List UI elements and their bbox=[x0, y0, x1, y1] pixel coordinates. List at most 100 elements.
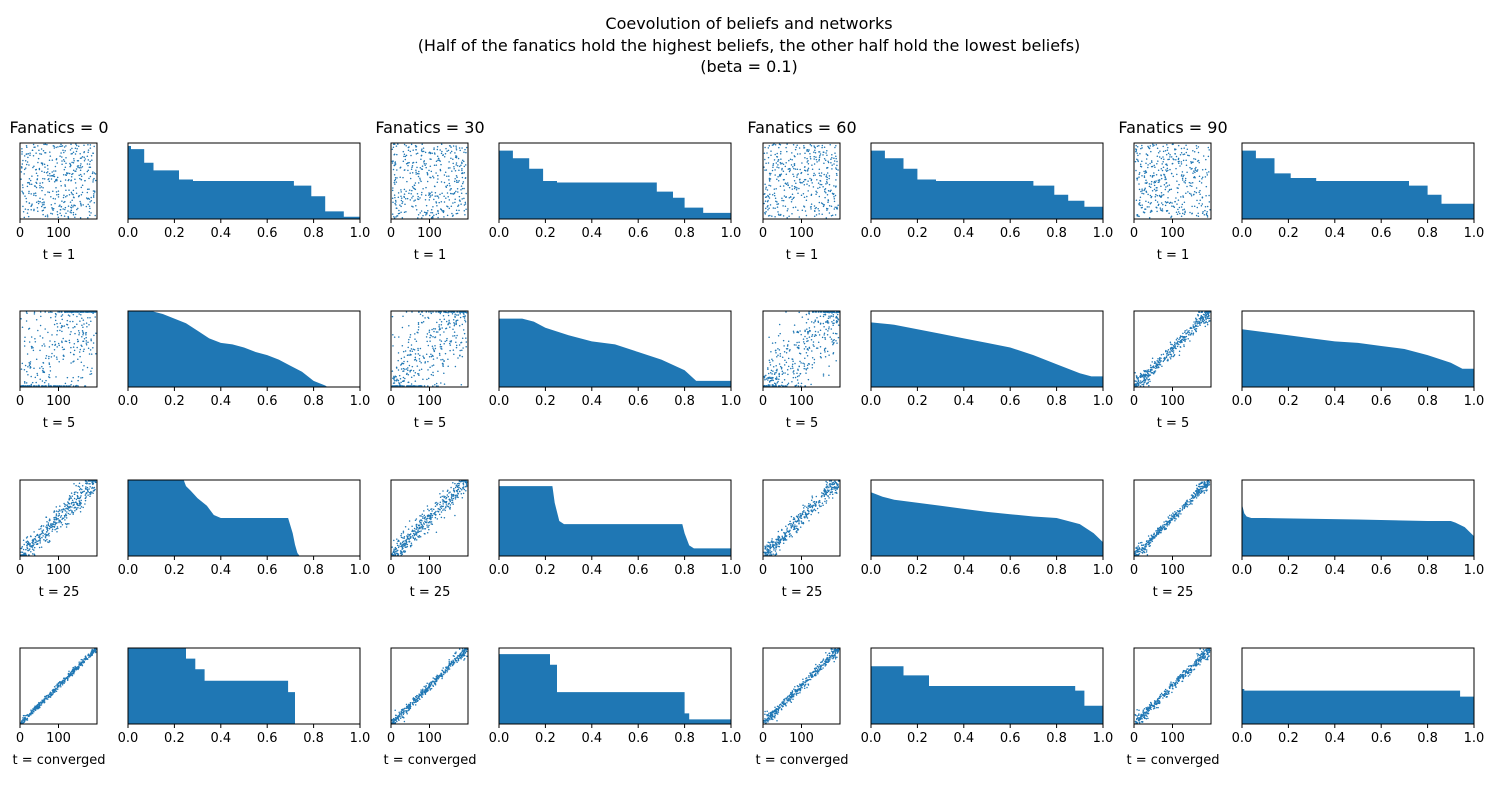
scatter-point bbox=[811, 510, 813, 512]
scatter-point bbox=[782, 185, 785, 187]
scatter-point bbox=[408, 192, 410, 194]
scatter-point bbox=[422, 526, 425, 528]
scatter-point bbox=[765, 188, 767, 190]
scatter-point bbox=[395, 216, 397, 218]
scatter-point bbox=[65, 311, 67, 313]
scatter-point bbox=[396, 153, 398, 156]
scatter-point bbox=[48, 519, 51, 522]
scatter-point bbox=[791, 158, 793, 161]
scatter-point bbox=[93, 489, 95, 492]
scatter-point bbox=[80, 204, 82, 207]
scatter-point bbox=[44, 540, 47, 542]
scatter-point bbox=[446, 184, 449, 187]
scatter-point bbox=[430, 515, 432, 517]
scatter-point bbox=[805, 214, 808, 217]
scatter-point bbox=[819, 315, 822, 318]
scatter-point bbox=[457, 191, 459, 193]
scatter-point bbox=[22, 714, 25, 717]
scatter-point bbox=[811, 357, 814, 359]
scatter-point bbox=[795, 186, 797, 188]
scatter-point bbox=[763, 375, 766, 378]
scatter-point bbox=[457, 314, 460, 316]
scatter-point bbox=[825, 192, 827, 194]
scatter-point bbox=[420, 158, 422, 161]
scatter-point bbox=[51, 213, 54, 215]
scatter-point bbox=[824, 159, 827, 161]
scatter-point bbox=[828, 365, 830, 367]
scatter-point bbox=[81, 311, 84, 313]
scatter-point bbox=[777, 164, 779, 166]
scatter-point bbox=[77, 311, 79, 313]
scatter-point bbox=[58, 685, 60, 688]
scatter-point bbox=[25, 320, 28, 322]
scatter-point bbox=[399, 717, 402, 719]
scatter-point bbox=[452, 328, 454, 330]
scatter-point bbox=[53, 689, 55, 691]
scatter-point bbox=[31, 381, 34, 384]
scatter-point bbox=[419, 212, 421, 214]
scatter-point bbox=[72, 313, 75, 316]
scatter-point bbox=[409, 350, 412, 352]
scatter-point bbox=[428, 194, 430, 196]
scatter-point bbox=[35, 182, 38, 184]
scatter-point bbox=[454, 658, 457, 661]
scatter-point bbox=[800, 171, 803, 174]
scatter-point bbox=[829, 316, 831, 319]
scatter-point bbox=[393, 179, 396, 182]
scatter-point bbox=[793, 527, 796, 530]
scatter-point bbox=[793, 163, 796, 165]
scatter-point bbox=[412, 149, 414, 151]
scatter-point bbox=[78, 489, 81, 491]
scatter-point bbox=[29, 183, 31, 185]
scatter-point bbox=[814, 330, 817, 333]
belief-axes-frame bbox=[127, 479, 361, 557]
scatter-point bbox=[71, 499, 74, 501]
belief-area bbox=[499, 318, 731, 387]
scatter-point bbox=[37, 540, 39, 543]
scatter-point bbox=[447, 167, 450, 169]
scatter-point bbox=[465, 337, 467, 339]
scatter-point bbox=[422, 378, 424, 381]
scatter-point bbox=[44, 193, 46, 196]
scatter-point bbox=[824, 351, 826, 353]
scatter-point bbox=[422, 314, 424, 317]
column-title-30: Fanatics = 30 bbox=[375, 118, 484, 137]
scatter-point bbox=[64, 200, 66, 203]
scatter-point bbox=[407, 533, 409, 536]
scatter-point bbox=[783, 378, 786, 381]
scatter-point bbox=[392, 551, 394, 554]
scatter-point bbox=[69, 496, 72, 498]
scatter-point bbox=[82, 660, 84, 663]
scatter-point bbox=[45, 379, 47, 382]
scatter-point bbox=[435, 311, 437, 313]
scatter-point bbox=[808, 336, 811, 338]
scatter-point bbox=[46, 521, 48, 523]
scatter-point bbox=[65, 174, 68, 176]
scatter-point bbox=[433, 164, 436, 166]
scatter-point bbox=[458, 209, 460, 212]
scatter-point bbox=[440, 201, 443, 203]
scatter-point bbox=[62, 385, 65, 387]
scatter-point bbox=[796, 525, 798, 527]
scatter-point bbox=[816, 145, 819, 148]
scatter-point bbox=[426, 505, 429, 507]
scatter-point bbox=[81, 345, 83, 347]
scatter-point bbox=[764, 546, 767, 549]
scatter-point bbox=[426, 520, 428, 522]
scatter-point bbox=[47, 694, 49, 697]
scatter-point bbox=[795, 344, 797, 346]
scatter-point bbox=[400, 384, 402, 387]
scatter-point bbox=[61, 330, 63, 333]
belief-tick-label: 0.4 bbox=[953, 226, 974, 241]
scatter-point bbox=[49, 175, 51, 177]
scatter-point bbox=[795, 527, 798, 529]
belief-tick-label: 0.8 bbox=[303, 563, 324, 578]
scatter-point bbox=[834, 146, 836, 149]
belief-tick-label: 0.8 bbox=[674, 563, 695, 578]
belief-tick-label: 0.0 bbox=[861, 563, 882, 578]
scatter-point bbox=[796, 168, 799, 171]
scatter-point bbox=[772, 541, 775, 543]
scatter-point bbox=[784, 372, 786, 374]
scatter-point bbox=[834, 489, 837, 492]
scatter-point bbox=[455, 651, 457, 653]
